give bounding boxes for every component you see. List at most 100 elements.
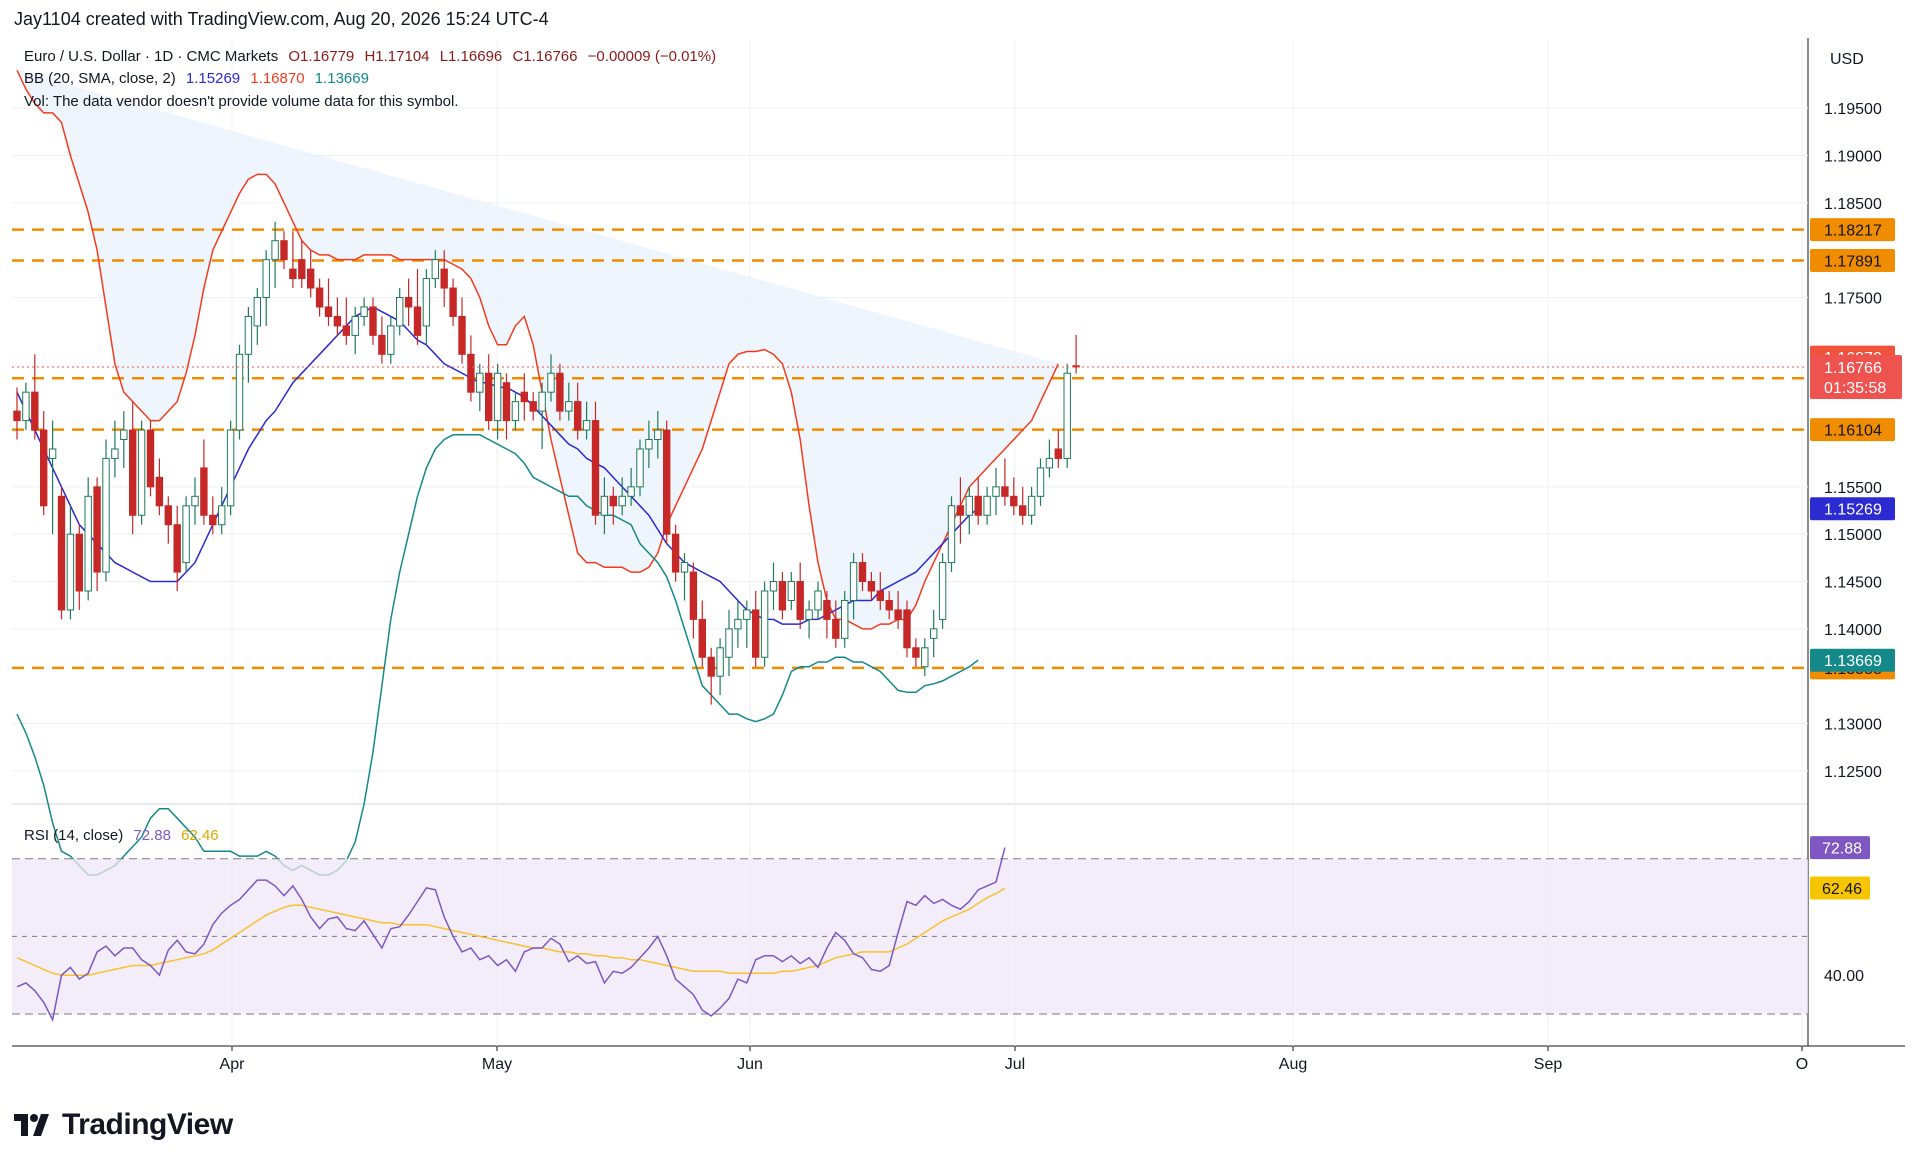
candle [84, 477, 92, 601]
bb-lower-tag: 1.13669 [1824, 653, 1882, 670]
candle-body [930, 628, 938, 639]
tradingview-logo[interactable]: TradingView [14, 1108, 233, 1142]
candle [930, 609, 938, 658]
ohlc-close: C1.16766 [512, 48, 578, 65]
candle-body [200, 467, 208, 516]
rsi-label[interactable]: RSI (14, close) [24, 827, 124, 844]
bb-legend: BB (20, SMA, close, 2) 1.15269 1.16870 1… [24, 70, 375, 87]
candle-body [191, 495, 199, 507]
candle [654, 411, 662, 459]
candles [13, 221, 1080, 705]
candle [440, 250, 448, 307]
candle-body [467, 353, 475, 393]
candle [307, 250, 315, 298]
candle-body [743, 609, 751, 620]
symbol-name[interactable]: Euro / U.S. Dollar · 1D · CMC Markets [24, 48, 279, 65]
candle-body [324, 306, 333, 317]
candle-body [164, 505, 173, 526]
rsi-legend: RSI (14, close) 72.88 62.46 [24, 827, 225, 844]
bb-upper-line [16, 69, 1059, 630]
candle-body [814, 590, 822, 611]
candle-body [1027, 495, 1036, 516]
candle [467, 335, 475, 402]
candle [48, 420, 57, 535]
candle-body [431, 259, 440, 280]
candle [752, 590, 760, 667]
candle-body [369, 306, 377, 336]
bb-label[interactable]: BB (20, SMA, close, 2) [24, 70, 176, 87]
candle [698, 600, 706, 667]
candle [805, 600, 813, 639]
candle-body [947, 505, 956, 564]
candle-body [244, 315, 253, 355]
candle-body [137, 429, 146, 516]
candle-body [315, 287, 324, 308]
candle-body [31, 391, 39, 431]
price-tick-label: 1.15000 [1824, 527, 1882, 544]
bollinger-fill [17, 70, 1059, 629]
candle [574, 382, 582, 440]
candle [485, 354, 493, 431]
candle-body [894, 609, 902, 620]
candle [360, 297, 368, 326]
candle [431, 250, 440, 289]
candle-body [511, 401, 520, 422]
candle [1019, 486, 1027, 525]
candle-body [502, 382, 511, 422]
candle-body [787, 581, 795, 601]
candle-body [760, 590, 769, 658]
candle-body [938, 562, 947, 620]
candle-body [440, 268, 448, 289]
candle [547, 354, 555, 402]
bb-lower-line [16, 434, 979, 876]
candle [556, 363, 564, 421]
candle-body [146, 429, 155, 488]
rsi-pane: 40.00 72.88 62.46 [12, 836, 1870, 1023]
candle-body [271, 240, 279, 261]
candle-body [680, 562, 689, 573]
bb-mid-value: 1.15269 [185, 70, 241, 87]
candle-body [235, 353, 244, 431]
candle-body [378, 334, 386, 355]
level-tag-bg [1810, 248, 1895, 272]
bb-mid-tag: 1.15269 [1824, 502, 1882, 519]
candle [600, 477, 609, 535]
candle [707, 647, 715, 705]
candle-body [698, 618, 706, 658]
candle-body [796, 581, 804, 620]
ohlc-low: L1.16696 [439, 48, 503, 65]
candle [369, 297, 377, 345]
candle-body [778, 581, 787, 611]
candle [458, 297, 466, 364]
candle-body [841, 599, 849, 639]
level-tag: 1.18217 [1824, 223, 1882, 240]
bb-band-fill [17, 70, 1059, 629]
candle [823, 590, 831, 639]
candle-body [867, 581, 876, 592]
countdown-tag: 01:35:58 [1824, 380, 1886, 397]
candle-body [1019, 505, 1027, 516]
time-axis[interactable]: Apr May Jun Jul Aug Sep O [220, 1046, 1809, 1073]
rsi-ma-tag-bg [1810, 876, 1870, 900]
time-tick-label: May [482, 1056, 512, 1073]
volume-note: Vol: The data vendor doesn't provide vol… [24, 93, 459, 110]
rsi-ma-line [16, 887, 1006, 976]
candle-body [707, 656, 715, 677]
candle [244, 306, 253, 383]
candle [778, 572, 787, 620]
candle [618, 477, 626, 516]
candle [93, 477, 101, 591]
candle-body [1045, 457, 1054, 469]
candle [404, 278, 413, 326]
price-axis[interactable]: 1.12500 1.13000 1.14000 1.14500 1.15000 1.155… [1824, 101, 1882, 781]
candle-body [404, 297, 413, 308]
candle-body [93, 486, 101, 573]
currency-label[interactable]: USD [1830, 51, 1864, 68]
candle [298, 240, 306, 289]
candle-body [422, 278, 431, 327]
candle [315, 278, 324, 317]
candle-body [493, 372, 502, 422]
candle [858, 553, 867, 591]
candle [182, 496, 190, 573]
